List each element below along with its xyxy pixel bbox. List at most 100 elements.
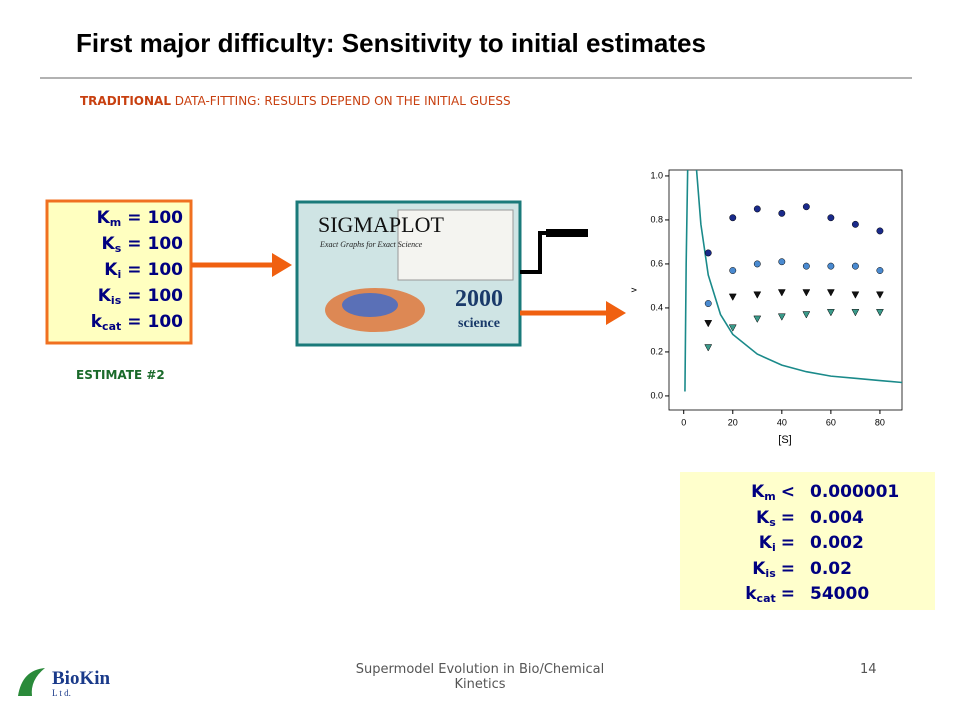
data-point	[729, 267, 737, 274]
subtitle-bold: TRADITIONAL	[80, 94, 171, 108]
data-point	[778, 209, 786, 217]
param-symbol: Kis =	[752, 557, 795, 586]
arrow-head	[606, 301, 626, 325]
param-symbol: Ks =	[756, 506, 795, 535]
data-point	[876, 267, 884, 274]
data-point	[802, 262, 810, 270]
param-value: 100	[147, 312, 184, 332]
y-tick-label: 0.2	[650, 346, 663, 356]
x-tick-label: 80	[875, 417, 885, 427]
plot-frame	[668, 169, 903, 411]
param-value: 0.02	[810, 558, 852, 579]
param-row: Ki = 100	[47, 258, 183, 282]
param-relation: =	[127, 234, 142, 254]
param-subscript: s	[114, 242, 122, 255]
data-point	[826, 289, 835, 297]
data-point	[777, 289, 786, 297]
x-tick-label: 60	[826, 417, 836, 427]
param-relation: =	[780, 558, 795, 579]
logo-text: BioKin	[52, 668, 111, 689]
data-point	[851, 262, 859, 270]
param-subscript: i	[771, 541, 776, 554]
data-point	[728, 293, 737, 301]
logo-leaf	[18, 668, 45, 696]
param-subscript: cat	[102, 320, 122, 333]
data-point	[802, 203, 810, 211]
data-point	[802, 311, 811, 319]
data-point	[827, 262, 835, 270]
data-point	[753, 291, 762, 299]
param-row: kcat = 54000	[680, 582, 935, 606]
param-symbol: Ks = 100	[102, 232, 184, 261]
data-point	[851, 309, 860, 317]
data-point	[826, 309, 835, 317]
data-point	[876, 227, 884, 235]
param-value: 100	[147, 234, 184, 254]
data-point	[851, 220, 859, 228]
param-relation: =	[780, 533, 795, 553]
data-point	[704, 249, 712, 257]
param-relation: =	[127, 208, 142, 228]
data-point	[778, 258, 786, 266]
connector	[520, 231, 588, 274]
param-symbol: Kis = 100	[98, 284, 183, 313]
data-point	[704, 300, 712, 307]
estimate-box	[45, 199, 193, 345]
param-symbol: Km = 100	[97, 206, 183, 235]
x-tick-label: 20	[728, 417, 738, 427]
param-letter: K	[101, 234, 115, 254]
software-brand: science	[458, 316, 500, 331]
param-symbol: kcat = 100	[91, 310, 183, 339]
param-symbol: Ki =	[759, 531, 795, 560]
data-point	[704, 320, 713, 328]
subtitle-text: DATA-FITTING: RESULTS DEPEND ON THE INIT…	[174, 94, 511, 108]
param-subscript: is	[765, 566, 776, 580]
param-subscript: cat	[756, 592, 776, 605]
data-point	[802, 289, 811, 297]
param-row: Km <0.000001	[680, 480, 935, 504]
x-axis-label: [S]	[778, 434, 791, 446]
logo-sub: L t d.	[52, 688, 71, 698]
param-value: 0.002	[810, 533, 864, 553]
software-plot	[342, 293, 398, 317]
fit-curve	[684, 170, 902, 392]
param-subscript: m	[764, 490, 776, 503]
param-relation: =	[780, 507, 795, 528]
y-tick-label: 0.4	[650, 302, 663, 312]
data-point	[753, 315, 762, 323]
param-symbol: Ki = 100	[104, 258, 183, 287]
data-point	[777, 313, 786, 321]
title: First major difficulty: Sensitivity to i…	[76, 28, 706, 58]
y-axis-label: v	[628, 287, 638, 292]
data-point	[876, 291, 884, 299]
param-value: 0.004	[810, 507, 864, 528]
param-letter: K	[758, 533, 772, 553]
data-point	[704, 344, 713, 352]
param-row: Kis = 0.02	[680, 557, 935, 581]
param-value: 100	[147, 208, 184, 228]
software-version: 2000	[455, 286, 503, 312]
y-tick-label: 1.0	[650, 170, 663, 180]
param-value: 0.000001	[810, 482, 900, 502]
param-row: Kis = 100	[47, 284, 183, 308]
param-value: 54000	[810, 584, 870, 604]
data-point	[729, 214, 737, 222]
param-row: Km = 100	[47, 206, 183, 230]
result-box	[680, 472, 935, 610]
software-panel	[397, 209, 514, 281]
x-tick-label: 40	[777, 417, 787, 427]
param-letter: K	[97, 286, 111, 306]
param-row: Ks = 0.004	[680, 506, 935, 530]
param-letter: K	[752, 558, 766, 579]
param-letter: k	[90, 312, 103, 332]
y-tick-label: 0.0	[650, 390, 663, 400]
param-row: kcat = 100	[47, 310, 183, 334]
param-subscript: m	[109, 216, 122, 229]
footer-text: Supermodel Evolution in Bio/Chemical Kin…	[355, 662, 605, 692]
param-relation: =	[127, 286, 142, 306]
param-subscript: is	[110, 294, 122, 307]
param-subscript: s	[769, 515, 776, 529]
param-value: 100	[147, 260, 184, 280]
